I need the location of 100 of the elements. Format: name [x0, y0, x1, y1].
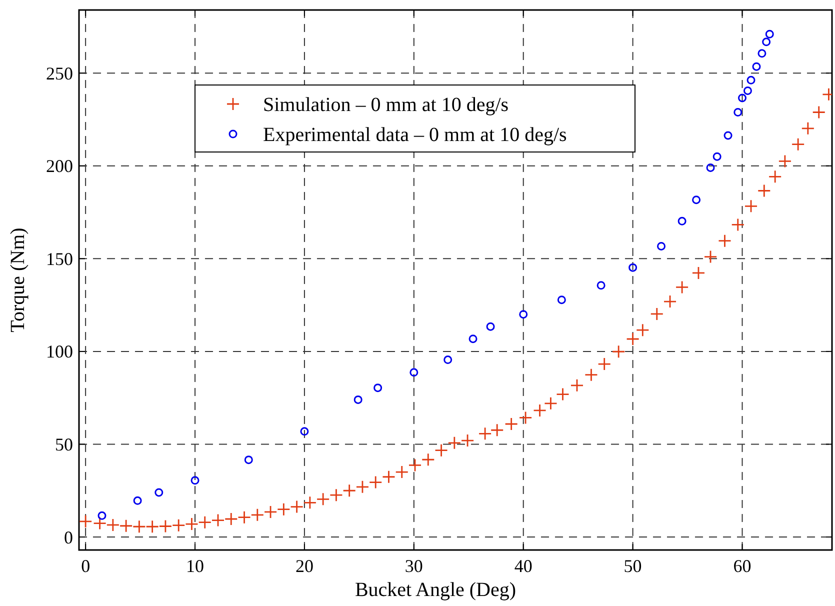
point [490, 423, 504, 437]
point [79, 514, 92, 528]
point [434, 444, 448, 458]
point [692, 266, 706, 280]
point [408, 458, 422, 472]
point [678, 216, 686, 226]
point [556, 388, 570, 402]
point [628, 263, 638, 272]
x-axis-title: Bucket Angle (Deg) [354, 579, 516, 601]
point [264, 505, 278, 519]
point [598, 357, 612, 371]
x-tick-label: 60 [733, 556, 752, 576]
point [224, 512, 238, 526]
point [158, 520, 172, 533]
point [706, 163, 715, 172]
y-tick-label: 50 [55, 434, 73, 455]
point [584, 368, 598, 382]
point [382, 470, 396, 484]
point [330, 488, 343, 502]
point [762, 38, 771, 46]
point [395, 465, 409, 479]
point [650, 307, 664, 321]
point [752, 62, 761, 71]
point [244, 456, 253, 464]
point [544, 396, 558, 410]
point [612, 344, 626, 358]
point [758, 49, 766, 58]
point [486, 322, 495, 331]
point [290, 500, 304, 514]
point [791, 138, 805, 152]
point [596, 281, 606, 290]
point [718, 234, 732, 248]
y-tick-label: 200 [46, 156, 73, 176]
point [812, 106, 826, 119]
point [657, 242, 666, 250]
point [316, 492, 330, 506]
point [444, 356, 452, 364]
point [663, 294, 677, 308]
point [692, 196, 701, 204]
point [768, 170, 782, 184]
point [198, 516, 212, 530]
point [448, 436, 462, 450]
point [190, 476, 200, 485]
y-tick-label: 250 [46, 63, 73, 84]
point [211, 514, 225, 528]
point [636, 323, 650, 337]
point [518, 410, 532, 424]
point [519, 310, 528, 319]
point [460, 434, 474, 448]
point [712, 152, 722, 161]
point [734, 108, 742, 116]
point [744, 199, 758, 213]
point [626, 332, 640, 346]
point [731, 218, 745, 232]
point [738, 94, 747, 102]
point [746, 76, 756, 84]
y-axis-title: Torque (Nm) [7, 228, 29, 332]
point [757, 184, 771, 198]
point [303, 496, 317, 510]
x-tick-label: 50 [624, 556, 642, 576]
point [146, 520, 160, 534]
point [533, 404, 546, 418]
legend-label: Simulation – 0 mm at 10 deg/s [263, 94, 509, 116]
point [368, 476, 382, 489]
point [238, 510, 251, 524]
point [354, 395, 362, 404]
x-tick-label: 20 [295, 556, 314, 576]
point [421, 452, 435, 466]
point [98, 511, 106, 520]
point [743, 86, 752, 95]
y-tick-label: 0 [64, 527, 73, 548]
point [468, 334, 478, 344]
y-tick-label: 150 [46, 248, 73, 269]
x-tick-label: 40 [514, 556, 532, 576]
point [133, 496, 142, 505]
legend-label: Experimental data – 0 mm at 10 deg/s [263, 124, 568, 146]
point [504, 417, 518, 431]
point [478, 426, 492, 440]
point [185, 517, 198, 531]
point [570, 378, 584, 392]
point [410, 368, 418, 377]
point [106, 518, 120, 532]
point [276, 502, 290, 516]
point [557, 296, 566, 304]
point [300, 427, 309, 436]
point [704, 250, 718, 264]
point [356, 480, 370, 494]
point [132, 520, 146, 534]
point [172, 518, 186, 532]
point [724, 131, 732, 140]
x-tick-label: 30 [404, 556, 423, 576]
point [765, 30, 774, 38]
point [342, 484, 356, 498]
point [778, 154, 792, 168]
x-tick-label: 10 [186, 556, 204, 576]
point [250, 508, 264, 522]
point [801, 122, 815, 136]
point [93, 516, 106, 530]
point [119, 519, 133, 533]
point [374, 384, 382, 392]
